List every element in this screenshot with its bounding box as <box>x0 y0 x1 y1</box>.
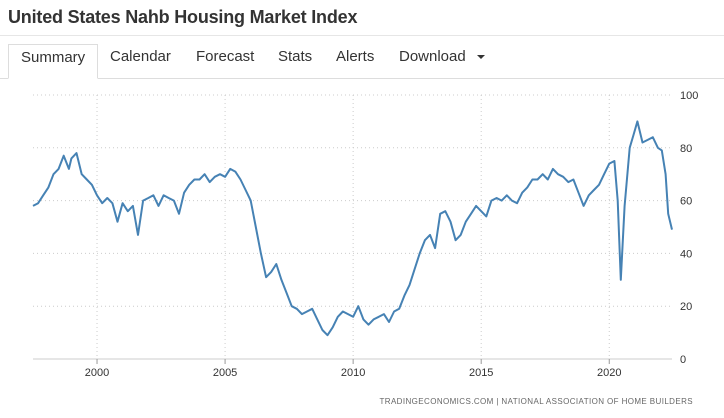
chart-container: 0 20 40 60 80 100 2000 2005 2010 2015 2020 TRADIN… <box>0 79 724 413</box>
tab-forecast[interactable]: Forecast <box>196 43 254 79</box>
chart-series <box>32 120 673 337</box>
y-tick-label: 60 <box>680 196 692 208</box>
tab-forecast-label: Forecast <box>196 48 255 65</box>
tab-calendar[interactable]: Calendar <box>110 43 171 79</box>
page-header: United States Nahb Housing Market Index <box>0 0 724 36</box>
tab-stats[interactable]: Stats <box>278 43 312 79</box>
x-tick-label: 2020 <box>597 367 621 379</box>
y-tick-label: 20 <box>680 301 692 313</box>
tab-bar: Summary Calendar Forecast Stats Alerts D… <box>0 36 724 79</box>
y-tick-label: 100 <box>680 90 698 102</box>
x-axis: 2000 2005 2010 2015 2020 <box>85 359 621 379</box>
x-tick-label: 2000 <box>85 367 109 379</box>
x-tick-label: 2015 <box>469 367 493 379</box>
tab-download-label: Download <box>399 48 466 65</box>
chevron-down-icon <box>476 55 485 60</box>
y-tick-label: 0 <box>680 354 686 366</box>
tab-alerts[interactable]: Alerts <box>336 43 374 79</box>
tab-summary[interactable]: Summary <box>8 44 99 79</box>
tab-stats-label: Stats <box>278 48 313 65</box>
line-chart: 0 20 40 60 80 100 2000 2005 2010 2015 2020 TRADIN… <box>32 90 698 406</box>
series-line <box>32 120 673 337</box>
chart-grid <box>33 94 672 360</box>
chart-source-credit: TRADINGECONOMICS.COM | NATIONAL ASSOCIAT… <box>379 397 693 406</box>
x-tick-label: 2005 <box>213 367 237 379</box>
y-axis: 0 20 40 60 80 100 <box>680 90 698 366</box>
y-tick-label: 80 <box>680 143 692 155</box>
y-tick-label: 40 <box>680 248 692 260</box>
tab-download[interactable]: Download <box>399 43 485 79</box>
tab-alerts-label: Alerts <box>336 48 375 65</box>
tab-calendar-label: Calendar <box>110 48 171 65</box>
page-title: United States Nahb Housing Market Index <box>8 7 358 27</box>
tab-summary-label: Summary <box>21 49 86 66</box>
x-tick-label: 2010 <box>341 367 365 379</box>
